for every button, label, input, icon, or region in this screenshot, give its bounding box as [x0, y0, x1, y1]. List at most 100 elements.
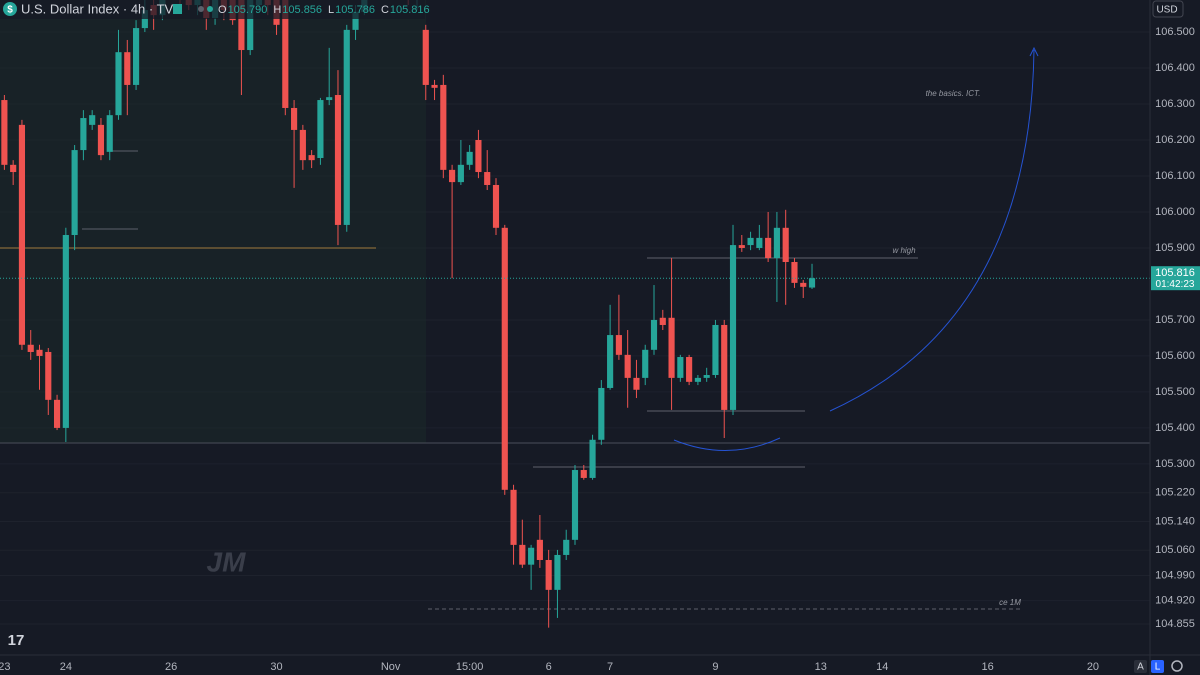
y-tick-label: 105.220 — [1155, 487, 1195, 499]
currency-box[interactable] — [1152, 0, 1184, 18]
ohlc-key: H — [273, 4, 281, 16]
candle-body — [756, 237, 763, 248]
candle-body — [62, 235, 69, 428]
candle-body — [484, 172, 491, 185]
symbol-title[interactable]: U.S. Dollar Index · 4h · TVC — [21, 1, 183, 16]
ohlc: O 105.790 H 105.856 L 105.786 C 105.816 — [218, 4, 430, 16]
y-tick-label: 105.600 — [1155, 350, 1195, 362]
candle-body — [352, 11, 359, 30]
candle-body — [808, 278, 816, 288]
ohlc-value: 105.790 — [228, 4, 268, 16]
x-tick-label: 26 — [165, 661, 177, 673]
candle-body — [598, 387, 605, 440]
candle-body — [738, 245, 745, 248]
candle-body — [773, 227, 780, 259]
watermark: JM — [207, 546, 247, 577]
candle-body — [282, 0, 289, 108]
candle-body — [1, 100, 8, 165]
log-button-label[interactable]: L — [1155, 662, 1161, 673]
y-tick-label: 106.100 — [1155, 170, 1195, 182]
log-button[interactable] — [1151, 660, 1164, 673]
candle-body — [115, 52, 122, 116]
candles — [0, 0, 1150, 628]
settings-icon[interactable] — [1171, 660, 1183, 672]
candle-body — [519, 544, 526, 565]
header: $ U.S. Dollar Index · 4h · TVC O 105.790 H… — [0, 0, 430, 19]
x-tick-label: 30 — [270, 661, 282, 673]
shaded-zone — [0, 0, 426, 443]
ohlc-key: L — [328, 4, 334, 16]
candle-body — [782, 227, 789, 262]
annotation: w high — [892, 246, 916, 255]
auto-button-label[interactable]: A — [1137, 662, 1144, 673]
y-tick-label: 104.855 — [1155, 618, 1195, 630]
y-tick-label: 105.900 — [1155, 242, 1195, 254]
candle-body — [659, 317, 666, 325]
currency[interactable]: USD — [1156, 5, 1177, 16]
candle-body — [247, 0, 254, 51]
candle-body — [642, 349, 649, 378]
flag[interactable] — [173, 4, 182, 14]
candle-body — [545, 559, 552, 590]
ohlc-value: 105.816 — [390, 4, 430, 16]
annotation: the basics. ICT. — [926, 89, 981, 98]
curve-arrow — [829, 49, 1035, 412]
candle-body — [615, 335, 622, 355]
ohlc-value: 105.786 — [335, 4, 375, 16]
candle-body — [475, 139, 482, 173]
x-tick-label: Nov — [381, 661, 401, 673]
candle-body — [712, 324, 719, 376]
ohlc-key: C — [381, 4, 389, 16]
ohlc-key: O — [218, 4, 227, 16]
x-tick-label: 13 — [815, 661, 827, 673]
candle-body — [27, 344, 34, 352]
candle-body — [510, 489, 517, 545]
candle-body — [334, 95, 342, 225]
candle-body — [317, 100, 324, 158]
symbol-icon — [3, 2, 17, 16]
candle-body — [431, 84, 438, 88]
annotation: ce 1M — [999, 598, 1021, 607]
candle-body — [440, 84, 447, 170]
x-tick-label: 15:00 — [456, 661, 484, 673]
candle-body — [449, 169, 456, 183]
candle-body — [729, 245, 737, 410]
candle-body — [36, 349, 43, 356]
y-tick-label: 105.140 — [1155, 515, 1195, 527]
candle-body — [89, 115, 96, 125]
x-tick-label: 23 — [0, 661, 11, 673]
symbol-icon-glyph: $ — [7, 5, 13, 16]
candle-body — [554, 554, 561, 590]
candle-body — [747, 237, 754, 246]
last-price-label: 105.816 — [1155, 267, 1195, 279]
auto-button[interactable] — [1134, 660, 1147, 673]
x-tick-label: 6 — [546, 661, 552, 673]
candle-body — [106, 115, 113, 152]
candle-body — [53, 399, 61, 428]
candle-body — [624, 354, 631, 378]
y-tick-label: 106.400 — [1155, 62, 1195, 74]
candle-body — [668, 317, 675, 378]
y-tick-label: 106.300 — [1155, 98, 1195, 110]
candle-body — [299, 129, 306, 161]
candle-body — [633, 377, 640, 390]
logo: 17 — [8, 632, 25, 649]
candle-body — [466, 151, 473, 165]
y-tick-label: 106.200 — [1155, 134, 1195, 146]
y-tick-label: 104.920 — [1155, 595, 1195, 607]
candle-body — [694, 377, 701, 382]
candle-body — [580, 470, 587, 478]
candle-body — [677, 357, 684, 378]
candle-body — [607, 335, 614, 388]
x-tick-label: 7 — [607, 661, 613, 673]
x-tick-label: 20 — [1087, 661, 1099, 673]
candle-body — [422, 29, 429, 85]
candle-body — [124, 52, 131, 85]
candle-body — [141, 10, 148, 29]
candle-body — [326, 97, 333, 101]
candle-body — [528, 547, 535, 565]
candle-body — [97, 124, 105, 156]
y-tick-label: 106.000 — [1155, 206, 1195, 218]
